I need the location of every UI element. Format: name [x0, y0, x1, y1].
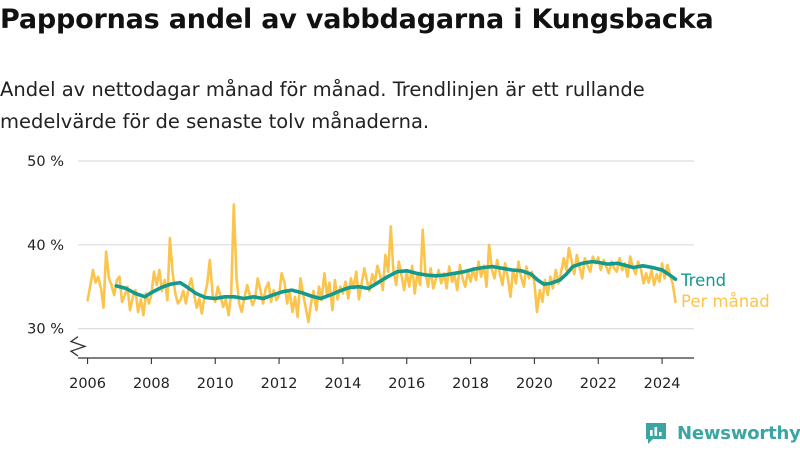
monthly-series-line: [86, 203, 677, 324]
chart-subtitle: Andel av nettodagar månad för månad. Tre…: [0, 78, 645, 133]
x-tick-label: 2024: [644, 376, 681, 392]
y-axis-break-icon: [69, 336, 87, 357]
newsworthy-brand[interactable]: Newsworthy: [644, 420, 800, 446]
chart-title: Pappornas andel av vabbdagarna i Kungsba…: [0, 4, 714, 35]
x-tick-label: 2010: [197, 376, 234, 392]
x-tick-label: 2016: [388, 376, 425, 392]
series-lines: [86, 203, 678, 324]
y-tick-label: 40 %: [27, 238, 64, 254]
legend: Per månad Trend: [680, 271, 770, 311]
brand-name: Newsworthy: [677, 422, 800, 444]
legend-label-monthly: Per månad: [681, 292, 770, 311]
trend-series-line: [114, 259, 678, 301]
y-tick-label: 30 %: [27, 322, 64, 338]
x-tick-label: 2008: [133, 376, 170, 392]
x-tick-label: 2006: [69, 376, 106, 392]
legend-label-trend: Trend: [680, 271, 726, 290]
x-axis-ticks: 2006 2008 2010 2012 2014 2016 2018 2020 2022 2024: [69, 358, 681, 392]
newsworthy-logo-icon: [646, 423, 666, 444]
x-tick-label: 2012: [261, 376, 298, 392]
x-tick-label: 2022: [580, 376, 617, 392]
x-tick-label: 2018: [452, 376, 489, 392]
y-axis-labels: 30 % 40 % 50 %: [27, 154, 64, 338]
y-tick-label: 50 %: [27, 154, 64, 170]
x-tick-label: 2020: [516, 376, 553, 392]
x-tick-label: 2014: [324, 376, 361, 392]
grid-lines: [78, 160, 694, 330]
